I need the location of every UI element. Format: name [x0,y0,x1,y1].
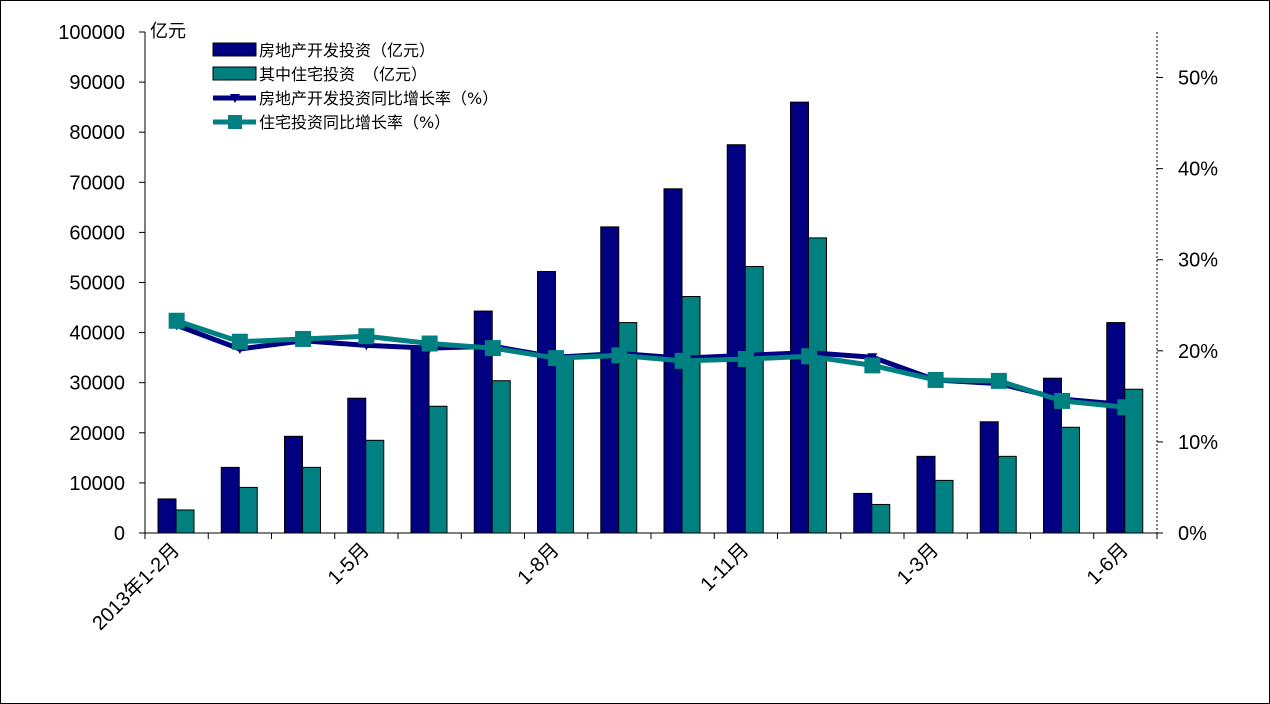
residential-growth-point [927,371,944,388]
left-tick-label: 20000 [69,423,125,445]
right-tick-label: 40% [1178,159,1218,181]
bar-investment [853,492,873,534]
bar-residential [997,455,1017,534]
residential-growth-point [548,350,565,367]
bar-residential [428,405,448,534]
legend-marker [230,94,240,103]
bar-residential [808,237,827,534]
bar-investment [220,466,240,534]
left-tick-label: 50000 [69,273,125,295]
residential-growth-point [737,351,754,368]
bar-residential [934,479,954,534]
right-tick-label: 10% [1178,432,1218,454]
bar-investment [284,435,303,534]
axes-layer: 0 10000 20000 30000 40000 50000 60000 70000 8000… [58,22,1218,635]
right-tick-label: 30% [1178,250,1218,272]
right-tick-label: 50% [1178,68,1218,90]
legend-label: 房地产开发投资（亿元） [259,41,435,60]
legend-marker [228,115,242,129]
legend-label: 其中住宅投资 （亿元） [259,65,427,84]
residential-growth-point [674,352,691,369]
left-tick-label: 30000 [69,373,125,395]
left-tick-label: 90000 [69,72,125,94]
bar-residential [618,322,638,534]
left-tick-label: 70000 [69,172,125,194]
residential-growth-point [231,333,248,350]
x-tick-label: 1-5月 [324,539,374,589]
x-tick-label: 1-6月 [1083,539,1133,589]
residential-growth-point [801,348,818,365]
bar-investment [157,498,177,534]
residential-growth-point [358,328,375,345]
legend-swatch [212,66,257,81]
x-tick-label: 1-3月 [893,539,943,589]
residential-growth-point [484,340,501,357]
bar-investment [916,455,936,534]
left-tick-label: 60000 [69,222,125,244]
bar-investment [347,397,367,534]
bar-investment [1106,322,1126,534]
left-tick-label: 80000 [69,122,125,144]
legend-label: 住宅投资同比增长率（%） [259,113,450,132]
left-tick-label: 40000 [69,323,125,345]
left-axis-unit-label: 亿元 [150,21,186,42]
bar-residential [491,380,511,534]
residential-growth-point [1054,392,1071,409]
bars-layer [157,101,1144,534]
x-tick-label: 1-11月 [696,539,753,596]
legend: 房地产开发投资（亿元） 其中住宅投资 （亿元） 房地产开发投资同比增长率（%） 住宅投… [212,41,498,132]
residential-growth-point [864,357,881,374]
residential-growth-point [990,372,1007,389]
lines-layer [168,312,1134,416]
bar-residential [365,439,385,534]
legend-label: 房地产开发投资同比增长率（%） [259,89,498,108]
bar-residential [744,265,764,534]
residential-growth-point [421,335,438,352]
left-tick-label: 0 [114,523,125,545]
x-tick-label: 1-8月 [514,539,564,589]
residential-growth-point [168,312,185,329]
residential-growth-point [295,330,312,347]
bar-residential [302,466,321,534]
right-tick-label: 20% [1178,341,1218,363]
legend-swatch [212,42,257,57]
left-tick-label: 10000 [69,473,125,495]
bar-investment [600,226,620,534]
bar-investment [410,348,430,534]
bar-residential [1124,388,1144,534]
bar-investment [979,421,999,534]
x-tick-label: 2013年1-2月 [88,538,184,634]
bar-residential [555,354,574,534]
residential-growth-point [1117,399,1134,416]
bar-investment [790,101,809,534]
bar-residential [871,503,891,534]
bar-residential [238,486,258,534]
residential-growth-point [611,347,628,364]
residential-growth-line [175,318,1126,410]
bar-residential [175,509,195,534]
bar-residential [1061,426,1080,534]
bar-investment [726,144,746,534]
left-tick-label: 100000 [58,22,125,44]
right-tick-label: 0% [1178,523,1207,545]
bar-investment [537,270,556,534]
bar-residential [681,296,701,534]
